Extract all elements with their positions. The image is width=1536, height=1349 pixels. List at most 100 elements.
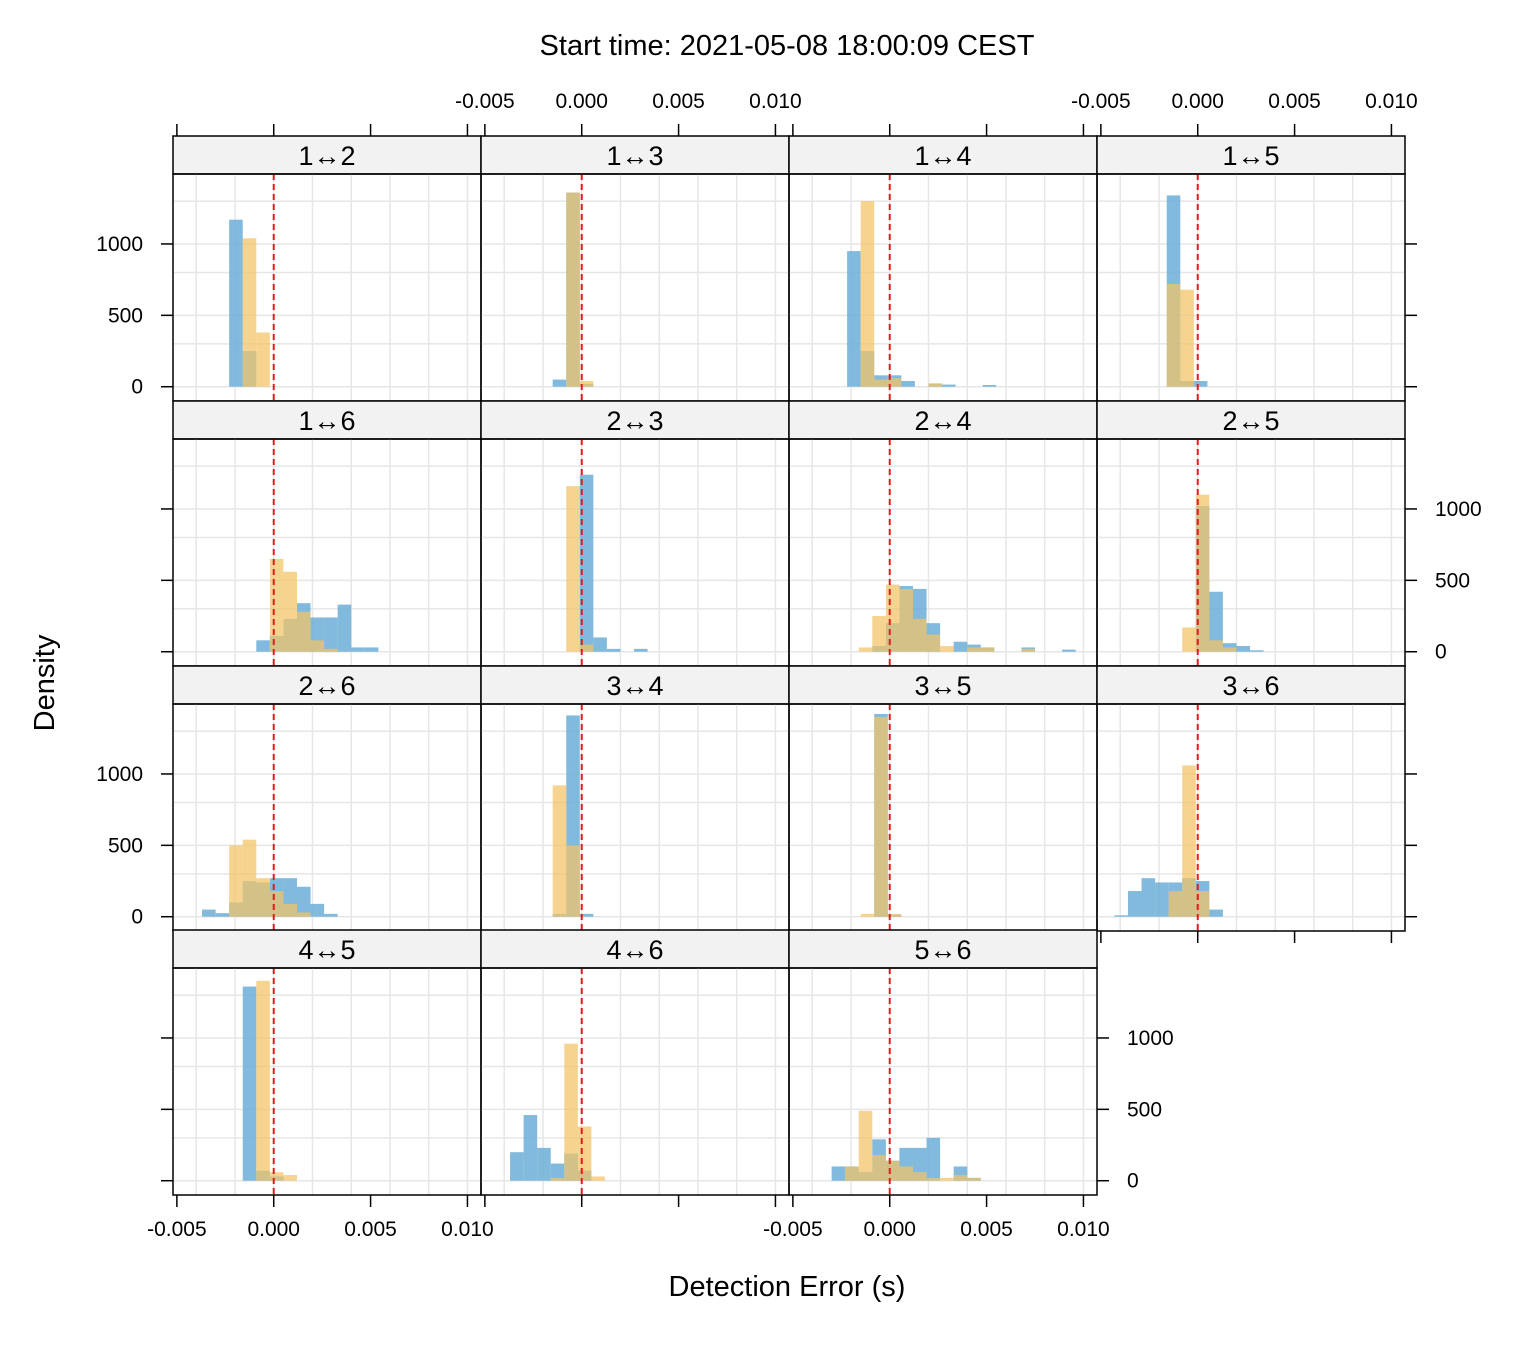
x-axis-tick-label: 0.000 <box>247 1218 300 1241</box>
histogram-bar-b <box>899 1166 913 1181</box>
histogram-bar-b <box>1180 289 1194 387</box>
y-axis-tick-label: 1000 <box>1435 498 1482 521</box>
histogram-bar-b <box>269 891 284 917</box>
x-axis-tick-label: 0.010 <box>749 90 802 113</box>
histogram-bar-b <box>256 332 270 387</box>
panel-strip <box>788 665 1098 705</box>
histogram-bar-b <box>579 644 594 652</box>
histogram-bar-b <box>256 980 270 1181</box>
histogram-bar-b <box>928 383 943 387</box>
histogram-bar-b <box>926 1177 941 1181</box>
histogram-bar-a <box>364 647 379 652</box>
y-axis-tick-label: 0 <box>1435 641 1447 664</box>
histogram-bar-b <box>1195 494 1210 652</box>
panel: 1↔2 <box>172 135 482 402</box>
y-axis-title: Density <box>29 634 61 731</box>
x-axis-tick-label: 0.005 <box>652 90 705 113</box>
histogram-bar-b <box>1195 891 1210 917</box>
panel-strip-label: 1↔4 <box>914 141 971 171</box>
histogram-bar-a <box>1127 891 1142 917</box>
panel-strip <box>172 665 482 705</box>
panel-strip-label: 1↔6 <box>298 406 355 436</box>
histogram-bar-b <box>283 903 297 917</box>
chart-title: Start time: 2021-05-08 18:00:09 CEST <box>540 30 1035 62</box>
panel: 3↔6 <box>1096 665 1406 932</box>
histogram-bar-a <box>552 379 567 387</box>
panel: 1↔4 <box>788 135 1098 402</box>
panel-strip-label: 2↔5 <box>1222 406 1279 436</box>
histogram-bar-b <box>1182 765 1196 917</box>
histogram-bar-a <box>1062 649 1076 652</box>
x-axis-tick-label: 0.010 <box>1365 90 1418 113</box>
panel-strip-label: 3↔5 <box>914 671 971 701</box>
histogram-bar-b <box>967 1177 981 1181</box>
histogram-bar-a <box>310 903 325 917</box>
x-axis-tick-label: -0.005 <box>147 1218 207 1241</box>
panel-strip-label: 2↔3 <box>606 406 663 436</box>
histogram-bar-b <box>1222 647 1237 652</box>
histogram-bar-b <box>858 1110 873 1181</box>
histogram-bar-b <box>256 878 270 917</box>
histogram-bar-a <box>579 913 594 917</box>
y-axis-tick-label: 1000 <box>96 233 143 256</box>
panel-strip-label: 4↔5 <box>298 935 355 965</box>
histogram-bar-b <box>874 379 888 387</box>
histogram-bar-a <box>351 647 365 652</box>
histogram-bar-a <box>1236 646 1251 652</box>
histogram-bar-a <box>634 648 648 652</box>
y-axis-tick-label: 500 <box>1435 569 1470 592</box>
histogram-bar-b <box>874 716 888 917</box>
y-axis-tick-label: 0 <box>131 906 143 929</box>
panel-strip-label: 3↔4 <box>606 671 663 701</box>
panel-border <box>1096 703 1406 932</box>
panel-strip-label: 1↔2 <box>298 141 355 171</box>
histogram-bar-b <box>296 611 311 652</box>
x-axis-tick-label: 0.000 <box>1171 90 1224 113</box>
histogram-bar-b <box>577 1126 592 1181</box>
histogram-bar-b <box>242 238 257 387</box>
panel-strip <box>480 135 790 175</box>
histogram-bar-a <box>1209 909 1223 917</box>
histogram-bar-b <box>269 1172 284 1181</box>
histogram-bar-b <box>269 558 284 652</box>
histogram-bar-b <box>940 646 954 652</box>
histogram-bar-b <box>550 1177 565 1181</box>
panel-strip-label: 1↔3 <box>606 141 663 171</box>
histogram-bar-b <box>283 571 297 652</box>
panel: 3↔4 <box>480 665 790 932</box>
histogram-bar-b <box>953 1175 968 1181</box>
histogram-bar-b <box>296 912 311 917</box>
panel-strip-label: 4↔6 <box>606 935 663 965</box>
histogram-bar-a <box>579 474 594 652</box>
histogram-bar-b <box>872 1155 886 1181</box>
histogram-bar-b <box>912 618 927 652</box>
histogram-bar-a <box>982 385 997 387</box>
histogram-bar-b <box>885 584 900 652</box>
x-axis-tick-label: 0.000 <box>555 90 608 113</box>
histogram-bar-b <box>845 1166 859 1181</box>
histogram-bar-b <box>552 785 567 917</box>
x-axis-tick-label: 0.010 <box>1057 1218 1110 1241</box>
panel: 4↔5 <box>172 929 482 1196</box>
histogram-bar-b <box>229 845 243 917</box>
histogram-bar-b <box>872 616 886 652</box>
histogram-bar-b <box>1209 640 1223 652</box>
x-axis-tick-label: 0.005 <box>1268 90 1321 113</box>
histogram-bar-b <box>1166 283 1181 387</box>
panels-layer: 1↔2 1↔3 1↔4 1↔5 1↔6 2↔3 2↔4 2↔5 2↔6 3↔4 3↔5 3↔6 4↔5 4… <box>172 135 1406 1196</box>
histogram-bar-a <box>1141 878 1156 917</box>
histogram-bar-a <box>215 913 230 917</box>
histogram-bar-a <box>324 617 338 652</box>
panel: 1↔3 <box>480 135 790 402</box>
histogram-bar-a <box>847 251 861 387</box>
x-axis-tick-label: 0.010 <box>441 1218 494 1241</box>
y-axis-tick-label: 0 <box>131 376 143 399</box>
panel-strip-label: 1↔5 <box>1222 141 1279 171</box>
histogram-bar-b <box>967 647 981 652</box>
histogram-bar-a <box>510 1152 524 1181</box>
panel-strip-label: 3↔6 <box>1222 671 1279 701</box>
histogram-bar-b <box>566 192 580 387</box>
histogram-bar-b <box>242 839 257 917</box>
histogram-bar-b <box>564 1043 578 1181</box>
panel: 5↔6 <box>788 929 1098 1196</box>
